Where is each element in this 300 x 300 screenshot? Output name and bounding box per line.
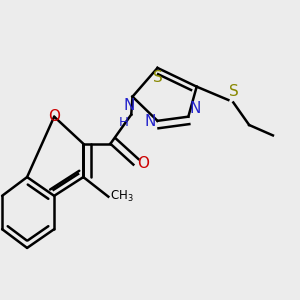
Text: N: N: [124, 98, 135, 112]
Text: O: O: [137, 156, 149, 171]
Text: H: H: [119, 116, 129, 129]
Text: S: S: [153, 70, 162, 85]
Text: O: O: [48, 109, 60, 124]
Text: S: S: [229, 84, 238, 99]
Text: N: N: [189, 101, 200, 116]
Text: CH$_3$: CH$_3$: [110, 189, 134, 204]
Text: N: N: [144, 114, 155, 129]
